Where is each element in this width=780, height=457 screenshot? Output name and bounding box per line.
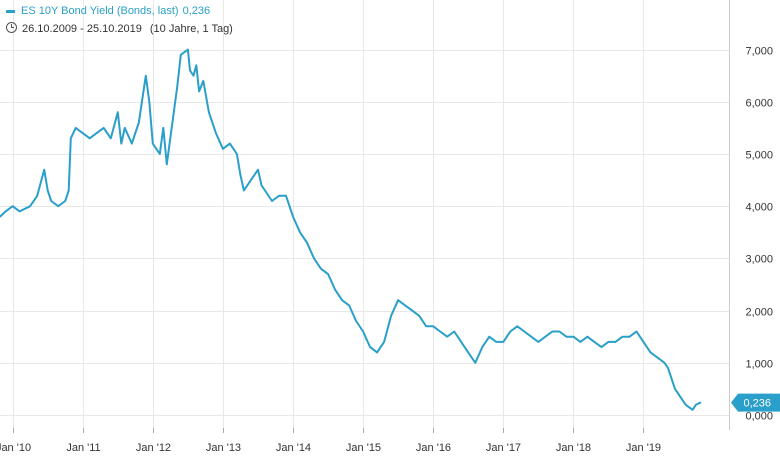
y-tick-label: 3,000 bbox=[745, 254, 773, 266]
period-text: (10 Jahre, 1 Tag) bbox=[149, 23, 233, 35]
x-tick-label: Jan '11 bbox=[66, 442, 100, 454]
series-line bbox=[0, 48, 702, 411]
y-tick-label: 5,000 bbox=[745, 150, 773, 162]
last-value-badge: 0,236 bbox=[731, 393, 780, 412]
chart-grid bbox=[0, 0, 729, 430]
x-tick-label: Jan '13 bbox=[206, 442, 241, 454]
legend-label: ES 10Y Bond Yield (Bonds, last) bbox=[21, 5, 179, 17]
x-tick-label: Jan '15 bbox=[346, 442, 381, 454]
x-tick-label: Jan '19 bbox=[626, 442, 661, 454]
x-tick-label: Jan '12 bbox=[136, 442, 171, 454]
x-tick-label: Jan '16 bbox=[416, 442, 451, 454]
y-tick-label: 6,000 bbox=[745, 98, 773, 110]
x-tick-label: Jan '17 bbox=[486, 442, 521, 454]
legend-value: 0,236 bbox=[182, 5, 211, 17]
legend-line-icon bbox=[6, 9, 15, 13]
y-tick-label: 0,000 bbox=[745, 411, 773, 423]
clock-icon bbox=[6, 22, 17, 33]
y-tick-label: 4,000 bbox=[745, 202, 773, 214]
y-axis-ticks: 0,000 1,000 2,000 3,000 4,000 5,000 6,000 7,000 bbox=[745, 46, 773, 423]
y-tick-label: 2,000 bbox=[745, 307, 773, 319]
y-tick-label: 7,000 bbox=[745, 46, 773, 58]
date-range: 26.10.2009 - 25.10.2019 (10 Jahre, 1 Tag) bbox=[6, 22, 233, 35]
series-legend: ES 10Y Bond Yield (Bonds, last) 0,236 bbox=[6, 5, 210, 17]
x-tick-label: Jan '14 bbox=[276, 442, 311, 454]
x-tick-label: Jan '10 bbox=[0, 442, 31, 454]
last-value-badge-shape bbox=[731, 393, 780, 412]
x-axis-ticks: Jan '10 Jan '11 Jan '12 Jan '13 Jan '14 Jan '… bbox=[0, 428, 661, 454]
x-tick-label: Jan '18 bbox=[556, 442, 591, 454]
last-value-label: 0,236 bbox=[743, 398, 771, 410]
y-tick-label: 1,000 bbox=[745, 359, 773, 371]
date-range-text: 26.10.2009 - 25.10.2019 bbox=[22, 23, 142, 35]
